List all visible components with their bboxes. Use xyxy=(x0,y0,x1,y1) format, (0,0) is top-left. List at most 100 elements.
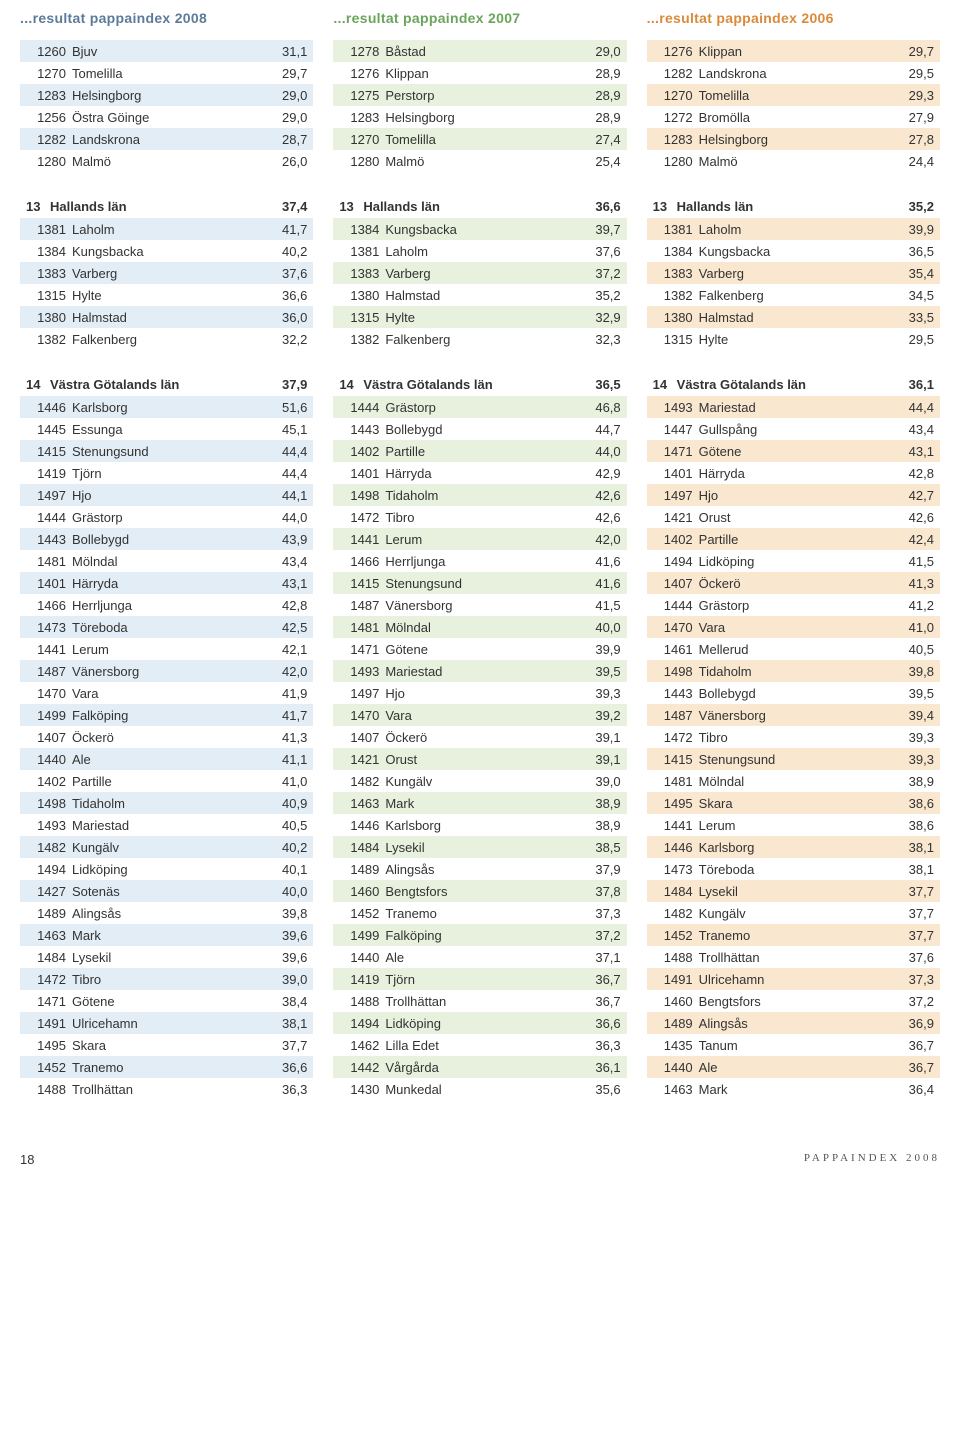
row-val: 36,7 xyxy=(888,1060,934,1075)
row-name: Bengtsfors xyxy=(385,884,574,899)
table-row: 1487Vänersborg42,0 xyxy=(20,660,313,682)
row-code: 1473 xyxy=(653,862,693,877)
row-val: 41,1 xyxy=(261,752,307,767)
column-title-2007: ...resultat pappaindex 2007 xyxy=(333,10,626,26)
row-name: Härryda xyxy=(699,466,888,481)
row-name: Tidaholm xyxy=(385,488,574,503)
row-name: Tibro xyxy=(72,972,261,987)
row-name: Ale xyxy=(385,950,574,965)
row-name: Malmö xyxy=(699,154,888,169)
row-name: Hylte xyxy=(699,332,888,347)
row-val: 38,9 xyxy=(575,796,621,811)
table-row: 1443Bollebygd44,7 xyxy=(333,418,626,440)
table-row: 1460Bengtsfors37,8 xyxy=(333,880,626,902)
row-name: Landskrona xyxy=(699,66,888,81)
row-name: Lerum xyxy=(385,532,574,547)
row-code: 1472 xyxy=(339,510,379,525)
row-code: 1283 xyxy=(653,132,693,147)
row-code: 1383 xyxy=(653,266,693,281)
row-val: 51,6 xyxy=(261,400,307,415)
row-val: 26,0 xyxy=(261,154,307,169)
row-code: 1466 xyxy=(26,598,66,613)
row-code: 1419 xyxy=(339,972,379,987)
row-code: 1446 xyxy=(26,400,66,415)
row-val: 29,7 xyxy=(261,66,307,81)
table-row: 1383Varberg37,2 xyxy=(333,262,626,284)
row-code: 1482 xyxy=(26,840,66,855)
table-row: 1463Mark36,4 xyxy=(647,1078,940,1100)
row-name: Mölndal xyxy=(699,774,888,789)
table-row: 1470Vara41,0 xyxy=(647,616,940,638)
table-row: 1443Bollebygd43,9 xyxy=(20,528,313,550)
row-code: 1498 xyxy=(26,796,66,811)
table-row: 1260Bjuv31,1 xyxy=(20,40,313,62)
row-val: 42,7 xyxy=(888,488,934,503)
row-name: Klippan xyxy=(385,66,574,81)
row-val: 42,1 xyxy=(261,642,307,657)
row-name: Götene xyxy=(385,642,574,657)
row-val: 36,9 xyxy=(888,1016,934,1031)
table-row: 1441Lerum38,6 xyxy=(647,814,940,836)
row-name: Gullspång xyxy=(699,422,888,437)
row-code: 1443 xyxy=(339,422,379,437)
table-row: 1415Stenungsund44,4 xyxy=(20,440,313,462)
section-header: 13Hallands län37,4 xyxy=(20,194,313,218)
row-name: Karlsborg xyxy=(72,400,261,415)
row-name: Falkenberg xyxy=(699,288,888,303)
row-val: 39,3 xyxy=(888,730,934,745)
table-row: 1491Ulricehamn38,1 xyxy=(20,1012,313,1034)
row-val: 33,5 xyxy=(888,310,934,325)
row-code: 1401 xyxy=(653,466,693,481)
table-row: 1278Båstad29,0 xyxy=(333,40,626,62)
table-row: 1382Falkenberg32,2 xyxy=(20,328,313,350)
table-row: 1489Alingsås37,9 xyxy=(333,858,626,880)
row-name: Halmstad xyxy=(699,310,888,325)
row-val: 39,3 xyxy=(575,686,621,701)
row-val: 44,4 xyxy=(261,444,307,459)
header-val: 37,4 xyxy=(261,199,307,214)
row-code: 1484 xyxy=(653,884,693,899)
row-code: 1260 xyxy=(26,44,66,59)
row-name: Lerum xyxy=(699,818,888,833)
header-name: Hallands län xyxy=(50,199,261,214)
row-name: Götene xyxy=(699,444,888,459)
row-val: 29,7 xyxy=(888,44,934,59)
table-row: 1401Härryda43,1 xyxy=(20,572,313,594)
row-code: 1452 xyxy=(339,906,379,921)
header-num: 13 xyxy=(653,199,675,214)
row-code: 1460 xyxy=(339,884,379,899)
table-row: 1497Hjo39,3 xyxy=(333,682,626,704)
row-val: 38,1 xyxy=(888,840,934,855)
row-val: 42,0 xyxy=(261,664,307,679)
row-code: 1471 xyxy=(26,994,66,1009)
row-name: Laholm xyxy=(72,222,261,237)
row-code: 1444 xyxy=(653,598,693,613)
row-code: 1498 xyxy=(339,488,379,503)
row-val: 39,6 xyxy=(261,950,307,965)
row-val: 37,3 xyxy=(575,906,621,921)
row-name: Vara xyxy=(72,686,261,701)
row-name: Partille xyxy=(72,774,261,789)
row-code: 1270 xyxy=(339,132,379,147)
table-row: 1419Tjörn36,7 xyxy=(333,968,626,990)
row-code: 1487 xyxy=(339,598,379,613)
row-val: 36,7 xyxy=(888,1038,934,1053)
row-name: Halmstad xyxy=(385,288,574,303)
table-row: 1270Tomelilla29,7 xyxy=(20,62,313,84)
row-name: Lidköping xyxy=(385,1016,574,1031)
row-code: 1383 xyxy=(26,266,66,281)
row-code: 1441 xyxy=(339,532,379,547)
table-row: 1494Lidköping36,6 xyxy=(333,1012,626,1034)
header-name: Hallands län xyxy=(677,199,888,214)
row-name: Tomelilla xyxy=(385,132,574,147)
header-name: Västra Götalands län xyxy=(677,377,888,392)
row-code: 1384 xyxy=(26,244,66,259)
table-row: 1489Alingsås36,9 xyxy=(647,1012,940,1034)
row-val: 41,2 xyxy=(888,598,934,613)
row-val: 41,5 xyxy=(888,554,934,569)
row-code: 1421 xyxy=(339,752,379,767)
row-name: Hjo xyxy=(72,488,261,503)
table-row: 1415Stenungsund41,6 xyxy=(333,572,626,594)
table-row: 1407Öckerö41,3 xyxy=(20,726,313,748)
row-val: 40,5 xyxy=(261,818,307,833)
